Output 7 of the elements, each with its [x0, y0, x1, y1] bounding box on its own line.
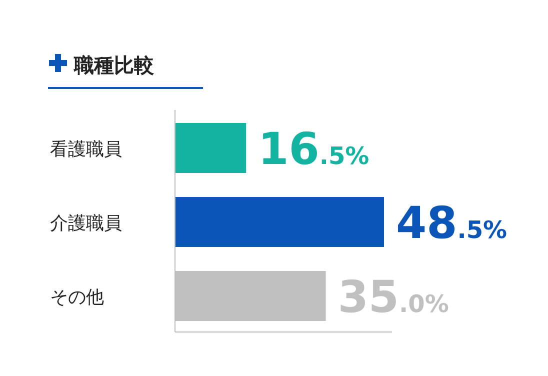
data-label: 35.0% [338, 272, 449, 323]
data-label: 48.5% [396, 198, 508, 249]
data-label: 16.5% [258, 124, 370, 175]
y-tick-label: その他 [50, 287, 104, 308]
y-tick-label: 介護職員 [50, 213, 122, 234]
y-tick-label: 看護職員 [50, 139, 122, 160]
chart-title: 職種比較 [73, 53, 155, 77]
